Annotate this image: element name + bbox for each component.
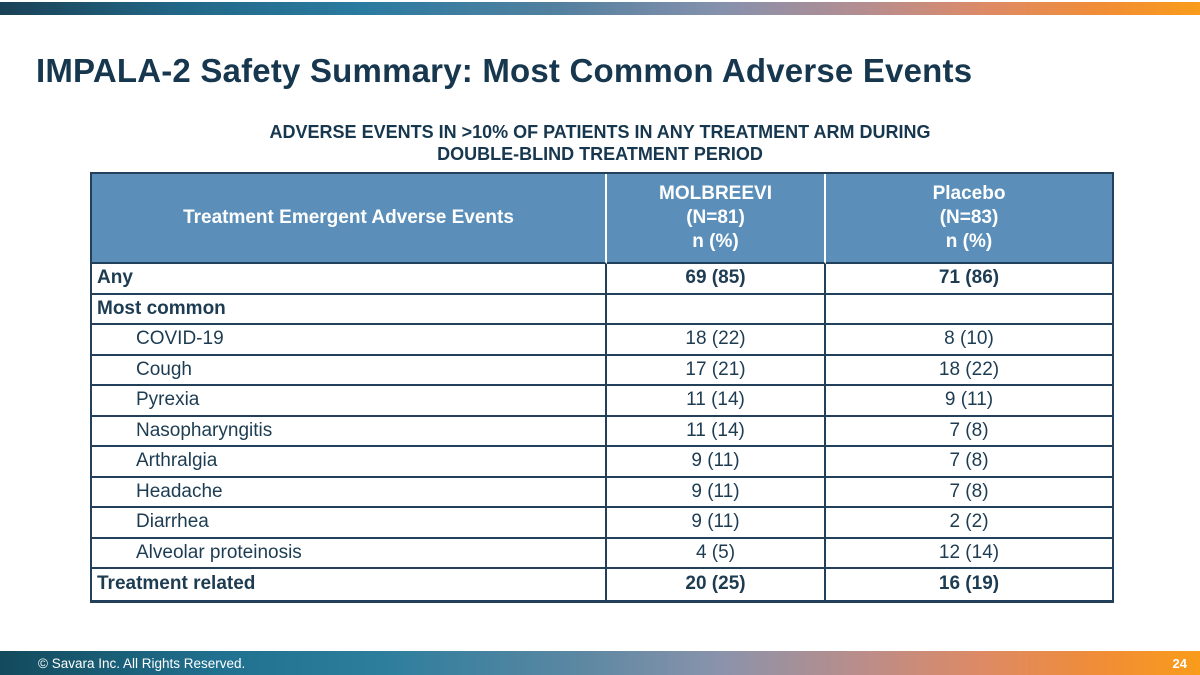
placebo-value-cell: 7 (8) [826,416,1112,447]
event-name-cell: Cough [92,355,607,386]
table-row: Arthralgia 9 (11) 7 (8) [92,447,1112,478]
placebo-value-cell: 8 (10) [826,325,1112,356]
molbreevi-name: MOLBREEVI [659,183,772,204]
table-row: Alveolar proteinosis 4 (5) 12 (14) [92,538,1112,569]
molbreevi-value-cell: 11 (14) [607,416,826,447]
molbreevi-value-cell: 9 (11) [607,477,826,508]
molbreevi-value-cell: 17 (21) [607,355,826,386]
placebo-n: (N=83) [939,207,999,228]
placebo-value-cell: 18 (22) [826,355,1112,386]
placebo-value-cell: 2 (2) [826,508,1112,539]
table-row: Diarrhea 9 (11) 2 (2) [92,508,1112,539]
placebo-value-cell: 71 (86) [826,264,1112,295]
table-row: Any 69 (85) 71 (86) [92,264,1112,295]
placebo-value-cell: 9 (11) [826,386,1112,417]
placebo-name: Placebo [932,183,1006,204]
molbreevi-value-cell [607,294,826,325]
table-row: Treatment related 20 (25) 16 (19) [92,569,1112,600]
molbreevi-value-cell: 20 (25) [607,569,826,600]
event-name-cell: Most common [92,294,607,325]
adverse-events-table: Treatment Emergent Adverse Events MOLBRE… [90,172,1114,603]
page-number: 24 [1172,655,1187,671]
molbreevi-value-cell: 9 (11) [607,508,826,539]
molbreevi-n: (N=81) [686,207,745,228]
table-caption: ADVERSE EVENTS IN >10% OF PATIENTS IN AN… [0,121,1200,165]
event-name-cell: Alveolar proteinosis [92,538,607,569]
event-name-cell: Nasopharyngitis [92,416,607,447]
event-name-cell: Arthralgia [92,447,607,478]
table-row: Most common [92,294,1112,325]
event-name-cell: COVID-19 [92,325,607,356]
column-header-events-label: Treatment Emergent Adverse Events [183,207,514,228]
event-name-cell: Any [92,264,607,295]
slide-title: IMPALA-2 Safety Summary: Most Common Adv… [36,52,973,89]
molbreevi-value-cell: 9 (11) [607,447,826,478]
molbreevi-unit: n (%) [692,231,739,252]
molbreevi-value-cell: 18 (22) [607,325,826,356]
placebo-value-cell: 7 (8) [826,447,1112,478]
table-row: Headache 9 (11) 7 (8) [92,477,1112,508]
molbreevi-value-cell: 4 (5) [607,538,826,569]
table-header-row: Treatment Emergent Adverse Events MOLBRE… [92,174,1112,264]
table-caption-line1: ADVERSE EVENTS IN >10% OF PATIENTS IN AN… [269,122,931,142]
event-name-cell: Treatment related [92,569,607,600]
column-header-molbreevi: MOLBREEVI (N=81) n (%) [607,174,826,264]
placebo-value-cell [826,294,1112,325]
placebo-value-cell: 7 (8) [826,477,1112,508]
table-row: Cough 17 (21) 18 (22) [92,355,1112,386]
table-row: COVID-19 18 (22) 8 (10) [92,325,1112,356]
top-accent-bar [0,2,1200,15]
molbreevi-value-cell: 69 (85) [607,264,826,295]
table-row: Pyrexia 11 (14) 9 (11) [92,386,1112,417]
column-header-events: Treatment Emergent Adverse Events [92,174,607,264]
table-caption-line2: DOUBLE-BLIND TREATMENT PERIOD [437,144,763,164]
molbreevi-value-cell: 11 (14) [607,386,826,417]
event-name-cell: Pyrexia [92,386,607,417]
copyright-text: © Savara Inc. All Rights Reserved. [38,655,246,671]
placebo-unit: n (%) [945,231,993,252]
event-name-cell: Diarrhea [92,508,607,539]
footer-bar: © Savara Inc. All Rights Reserved. 24 [0,651,1200,675]
event-name-cell: Headache [92,477,607,508]
placebo-value-cell: 12 (14) [826,538,1112,569]
table-row: Nasopharyngitis 11 (14) 7 (8) [92,416,1112,447]
placebo-value-cell: 16 (19) [826,569,1112,600]
column-header-placebo: Placebo (N=83) n (%) [826,174,1112,264]
